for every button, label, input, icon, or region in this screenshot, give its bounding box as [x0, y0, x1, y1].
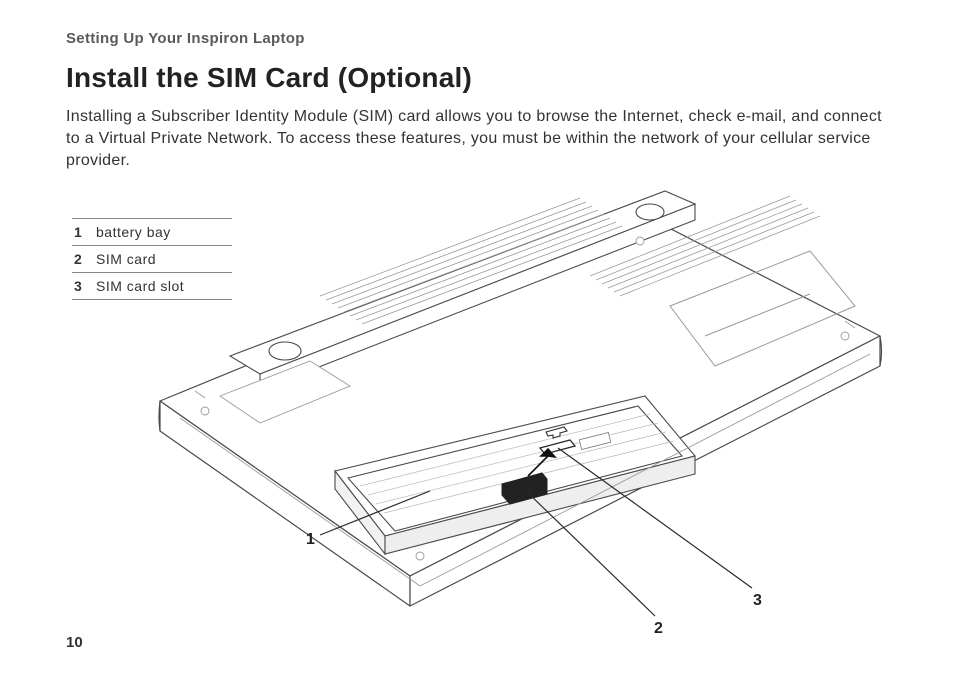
callout-number: 2	[654, 620, 663, 638]
manual-page: Setting Up Your Inspiron Laptop Install …	[0, 0, 954, 677]
breadcrumb: Setting Up Your Inspiron Laptop	[66, 30, 305, 47]
page-title: Install the SIM Card (Optional)	[66, 62, 472, 94]
page-number: 10	[66, 634, 83, 651]
laptop-diagram	[110, 186, 900, 626]
legend-number: 3	[74, 278, 86, 294]
legend-number: 1	[74, 224, 86, 240]
callout-number: 3	[753, 592, 762, 610]
legend-number: 2	[74, 251, 86, 267]
callout-number: 1	[306, 531, 315, 549]
body-paragraph: Installing a Subscriber Identity Module …	[66, 106, 886, 172]
